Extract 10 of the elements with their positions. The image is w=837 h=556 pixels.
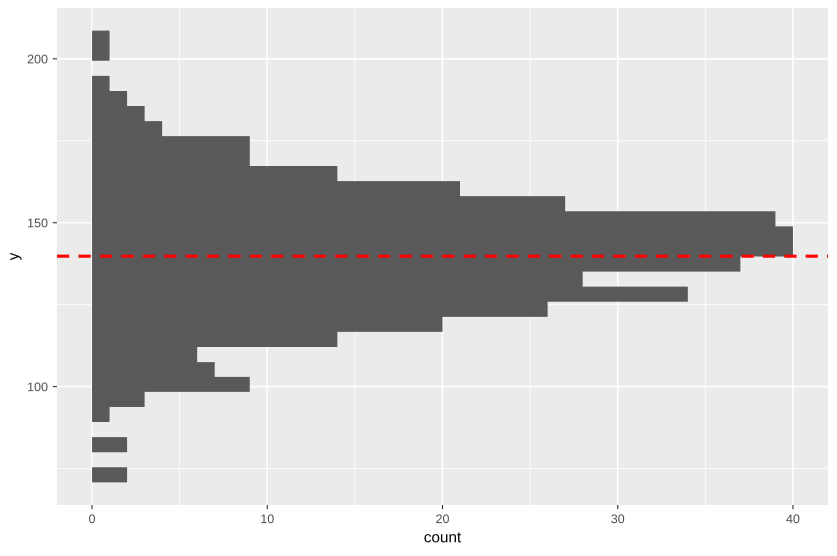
x-tick-label: 0 (89, 514, 96, 524)
y-axis-title: y (10, 252, 22, 260)
x-tick-label: 20 (436, 514, 449, 524)
y-tick-label: 100 (28, 382, 48, 392)
x-tick-label: 40 (786, 514, 800, 524)
x-tick-label: 30 (611, 514, 624, 524)
y-tick-label: 200 (28, 54, 48, 64)
x-axis-title: count (424, 532, 462, 542)
y-tick-label: 150 (28, 218, 48, 228)
x-tick-label: 10 (261, 514, 274, 524)
